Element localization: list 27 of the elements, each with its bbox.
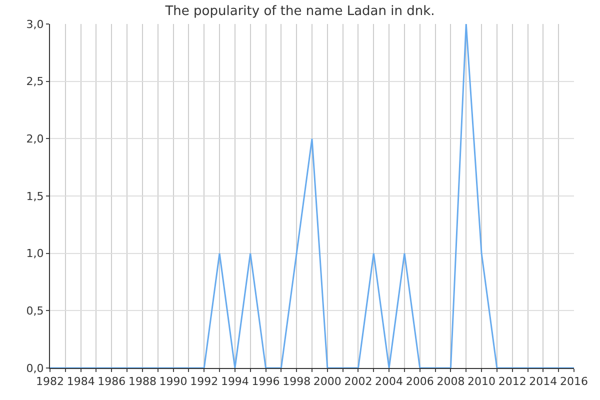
x-tick-label: 2014 bbox=[529, 375, 558, 388]
x-tick-label: 1992 bbox=[190, 375, 218, 388]
y-tick-label: 3,0 bbox=[26, 18, 44, 31]
y-tick-label: 2,0 bbox=[26, 132, 44, 146]
x-tick-label: 2012 bbox=[498, 375, 526, 388]
x-tick-label: 2008 bbox=[436, 375, 465, 388]
y-tick-label: 0,0 bbox=[26, 362, 44, 375]
x-tick-label: 1998 bbox=[282, 375, 311, 388]
x-tick-label: 1982 bbox=[36, 375, 64, 388]
y-tick-label: 1,5 bbox=[26, 190, 44, 203]
x-tick-label: 1996 bbox=[252, 375, 280, 388]
x-tick-label: 1986 bbox=[98, 375, 126, 388]
y-tick-label: 0,5 bbox=[26, 304, 44, 318]
x-tick-label: 2006 bbox=[406, 375, 434, 388]
x-tick-label: 1984 bbox=[66, 375, 95, 388]
x-tick-label: 1990 bbox=[159, 375, 188, 388]
x-tick-label: 1988 bbox=[128, 375, 156, 388]
chart-title: The popularity of the name Ladan in dnk. bbox=[164, 4, 435, 20]
x-tick-label: 2002 bbox=[344, 375, 372, 388]
x-tick-label: 1994 bbox=[220, 375, 249, 388]
x-tick-label: 2010 bbox=[468, 375, 496, 388]
y-tick-label: 1,0 bbox=[26, 247, 44, 260]
x-tick-label: 2000 bbox=[313, 375, 342, 388]
x-tick-label: 2016 bbox=[560, 375, 588, 388]
y-tick-label: 2,5 bbox=[26, 75, 44, 88]
line-series bbox=[50, 24, 574, 368]
x-tick-label: 2004 bbox=[375, 375, 404, 388]
